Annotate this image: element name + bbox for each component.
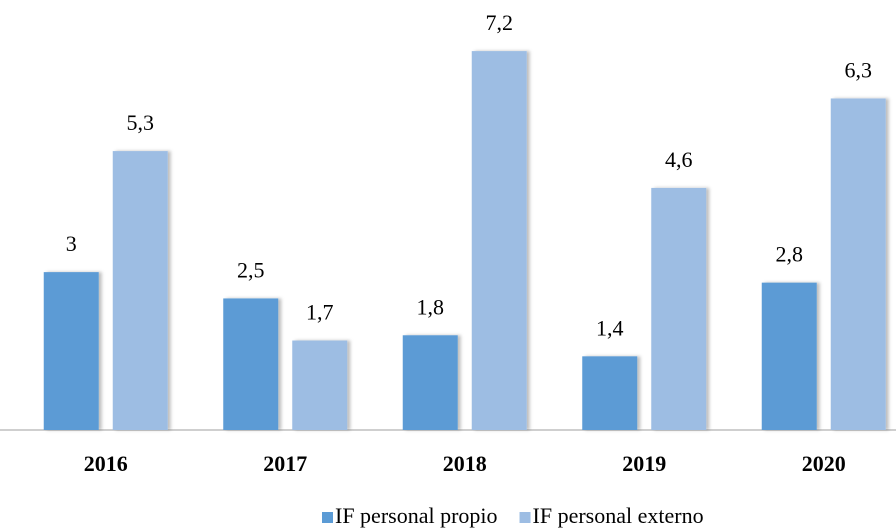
data-label: 4,6 <box>665 147 693 172</box>
bar <box>471 51 527 430</box>
data-label: 2,5 <box>237 257 265 282</box>
legend-swatch <box>322 512 333 523</box>
bar <box>761 282 817 430</box>
bar <box>223 298 279 430</box>
data-label: 1,7 <box>306 300 334 325</box>
bar <box>43 272 99 430</box>
x-tick-label: 2019 <box>622 451 666 476</box>
bar <box>651 187 707 430</box>
data-label: 2,8 <box>776 242 804 267</box>
data-label: 7,2 <box>486 10 514 35</box>
bar <box>112 151 168 430</box>
bar <box>292 340 348 430</box>
data-label: 5,3 <box>127 110 155 135</box>
data-label: 6,3 <box>845 58 873 83</box>
data-label: 1,8 <box>417 294 445 319</box>
x-tick-label: 2018 <box>443 451 487 476</box>
data-label: 3 <box>66 231 77 256</box>
data-label: 1,4 <box>596 315 624 340</box>
bar <box>582 356 638 430</box>
legend-label: IF personal externo <box>533 503 704 528</box>
bar <box>402 335 458 430</box>
x-tick-label: 2016 <box>84 451 128 476</box>
legend-swatch <box>519 512 531 523</box>
legend-label: IF personal propio <box>335 503 498 528</box>
x-tick-label: 2020 <box>802 451 846 476</box>
x-tick-label: 2017 <box>263 451 307 476</box>
bar <box>830 98 886 431</box>
